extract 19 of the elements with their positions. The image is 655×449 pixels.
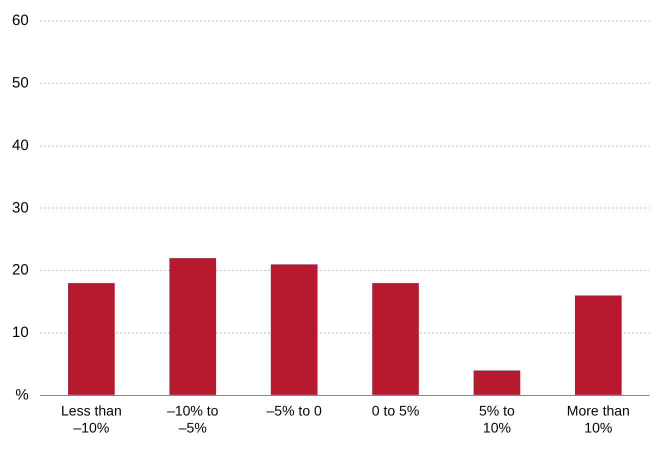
x-tick-label: Less than –10% [61,402,122,436]
bar [574,296,622,395]
x-tick-label: –10% to –5% [167,402,219,436]
y-tick-label: 60 [12,12,29,30]
bar [270,264,318,395]
x-tick-label: 0 to 5% [372,402,420,419]
y-tick-label: 40 [12,136,29,154]
y-tick-label: % [15,386,29,404]
bar [68,283,115,395]
y-tick-label: 10 [12,324,29,342]
y-tick-label: 20 [12,262,29,279]
bar [169,258,216,395]
y-tick-label: 50 [12,74,29,92]
bar [372,283,419,395]
y-tick-label: 30 [12,199,29,216]
x-tick-label: More than 10% [566,402,630,436]
x-tick-label: 5% to 10% [479,402,516,436]
bar [474,370,520,395]
x-tick-label: –5% to 0 [266,402,322,419]
